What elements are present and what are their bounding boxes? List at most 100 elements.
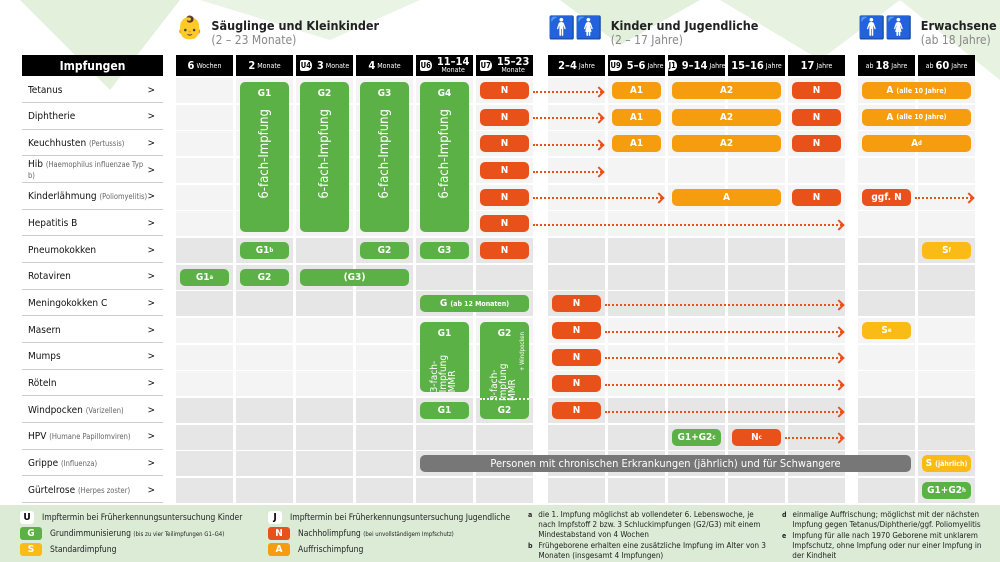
- column-header-y5: U9 5–6 Jahre: [608, 55, 665, 76]
- pill-N: N: [480, 242, 529, 260]
- grid-cell: [236, 478, 293, 504]
- grid-cell: [858, 158, 915, 183]
- footnote-key: d: [782, 511, 787, 519]
- row-label-7[interactable]: Rotaviren >: [22, 265, 163, 290]
- pill-label: A2: [719, 85, 734, 96]
- grid-cell: [296, 478, 353, 504]
- pill-label: G1: [437, 328, 452, 340]
- pill-label: N: [812, 85, 821, 96]
- footnote-text: Impfung für alle nach 1970 Geborene mit …: [792, 531, 982, 560]
- footnote-text: Frühgeborene erhalten eine zusätzliche I…: [538, 541, 766, 560]
- chevron-right-icon: >: [147, 404, 155, 416]
- dotted-arrow: [605, 303, 842, 306]
- tall-pill-G: G2 6-fach-Impfung: [300, 82, 349, 233]
- grid-cell: [476, 264, 533, 290]
- chevron-right-icon: >: [147, 84, 155, 96]
- pill-text: 6-fach-Impfung: [257, 109, 272, 199]
- pill-label: N: [500, 218, 509, 230]
- grid-cell: [296, 371, 353, 397]
- age-number: 15–16: [731, 59, 764, 72]
- grid-cell: [416, 424, 473, 450]
- chevron-right-icon: >: [147, 351, 155, 363]
- chevron-right-icon: >: [147, 191, 155, 203]
- grid-cell: [608, 478, 665, 504]
- pill-note: (ab 12 Monaten): [450, 299, 510, 308]
- grid-cell: [236, 398, 293, 424]
- footnote-ref: f: [948, 247, 951, 255]
- legend-item-U: U Impftermin bei Früherkennungsuntersuchu…: [20, 511, 242, 524]
- chevron-right-icon: >: [147, 297, 155, 309]
- age-prefix: ab: [925, 61, 934, 70]
- grid-cell: [356, 478, 413, 504]
- age-unit: Monate: [501, 65, 525, 74]
- pill-A: A (alle 10 Jahre): [862, 82, 971, 99]
- row-label-1[interactable]: Diphtherie >: [22, 105, 163, 130]
- pill-label: A2: [719, 111, 734, 123]
- pill-A: A2: [672, 108, 781, 126]
- grid-cell: [918, 264, 975, 290]
- row-label-3[interactable]: Hib (Haemophilus influenzae Typ b) >: [22, 158, 163, 183]
- row-label-2[interactable]: Keuchhusten (Pertussis) >: [22, 131, 163, 157]
- age-number: 11–14: [436, 54, 470, 68]
- group-range: (2 – 17 Jahre): [610, 33, 683, 47]
- grid-cell: [356, 344, 413, 370]
- dotted-arrow: [533, 223, 842, 226]
- grid-cell: [608, 158, 665, 183]
- pill-text: 3-fach-Impfung MMR: [489, 349, 520, 401]
- row-label-13[interactable]: HPV (Humane Papillomviren) >: [22, 425, 163, 450]
- pill-N: N: [552, 295, 601, 313]
- vaccine-name: Meningokokken C: [28, 298, 107, 309]
- row-label-9[interactable]: Masern >: [22, 318, 163, 344]
- pill-label: N: [500, 111, 509, 123]
- vaccine-sub: (Poliomyelitis): [99, 192, 148, 202]
- grid-cell: [356, 451, 413, 477]
- grid-cell: [858, 478, 915, 504]
- grid-cell: [176, 158, 233, 183]
- legend-text: Standardimpfung: [50, 544, 117, 555]
- grid-cell: [176, 211, 233, 237]
- pill-N: N: [792, 108, 841, 126]
- pill-G: G1+G2 h: [922, 482, 971, 500]
- row-label-4[interactable]: Kinderlähmung (Poliomyelitis) >: [22, 185, 163, 210]
- grid-cell: [918, 158, 975, 183]
- vaccine-label: Pneumokokken: [28, 244, 97, 256]
- column-header-m3: U4 3 Monate: [296, 55, 353, 76]
- chevron-right-icon: >: [147, 271, 155, 283]
- pill-label: A: [911, 138, 919, 150]
- pill-G: G1: [420, 402, 469, 420]
- age-unit: Monate: [441, 65, 465, 74]
- age-unit: Jahre: [891, 61, 908, 70]
- row-label-12[interactable]: Windpocken (Varizellen) >: [22, 398, 163, 424]
- grid-cell: [858, 344, 915, 370]
- grid-cell: [236, 344, 293, 370]
- row-label-6[interactable]: Pneumokokken >: [22, 238, 163, 264]
- grid-cell: [296, 451, 353, 477]
- row-label-0[interactable]: Tetanus >: [22, 78, 163, 103]
- age-unit: Jahre: [951, 61, 968, 70]
- pill-N: N: [480, 215, 529, 233]
- grid-cell: [176, 184, 233, 210]
- row-label-10[interactable]: Mumps >: [22, 345, 163, 370]
- pill-label: G2: [257, 271, 272, 283]
- grid-cell: [236, 318, 293, 344]
- row-label-8[interactable]: Meningokokken C >: [22, 291, 163, 317]
- column-header-a60: ab 60 Jahre: [918, 55, 975, 76]
- group-title-text: Kinder und Jugendliche: [610, 18, 759, 33]
- vaccine-sub: (Haemophilus influenzae Typ b): [28, 160, 144, 180]
- pill-label: G1: [257, 88, 272, 99]
- chevron-right-icon: >: [147, 431, 155, 443]
- pill-G: G1+G2 c: [672, 428, 721, 446]
- vaccine-name: Röteln: [28, 378, 57, 389]
- row-label-15[interactable]: Gürtelrose (Herpes zoster) >: [22, 478, 163, 504]
- grid-cell: [296, 291, 353, 317]
- grid-cell: [608, 424, 665, 450]
- row-label-14[interactable]: Grippe (Influenza) >: [22, 451, 163, 477]
- pill-label: N: [572, 325, 581, 337]
- row-label-5[interactable]: Hepatitis B >: [22, 211, 163, 237]
- pill-A: A1: [612, 82, 661, 99]
- footnote-e: e Impfung für alle nach 1970 Geborene mit…: [782, 531, 994, 561]
- age-number: 6: [187, 59, 195, 72]
- grid-cell: [416, 478, 473, 504]
- row-label-11[interactable]: Röteln >: [22, 371, 163, 397]
- grid-cell: [918, 291, 975, 317]
